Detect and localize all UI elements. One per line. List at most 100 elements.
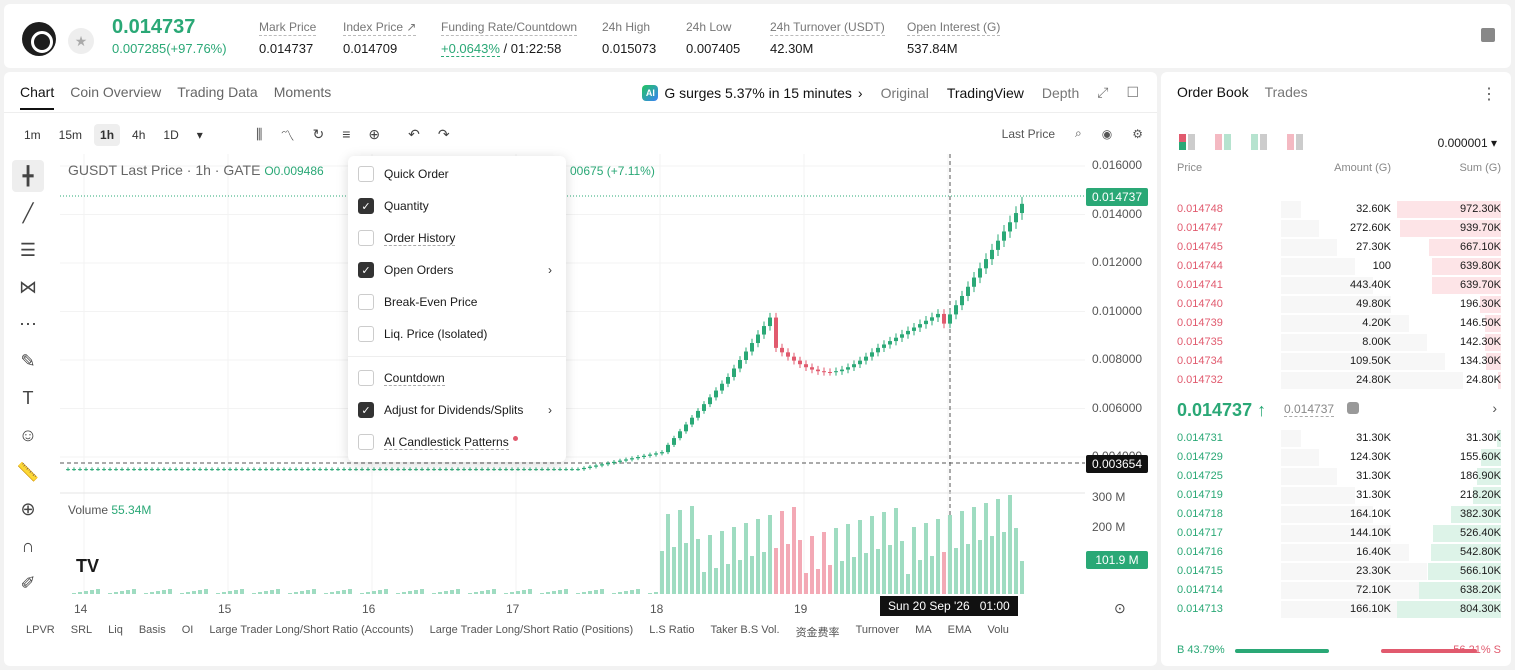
order-row[interactable]: 0.014715 23.30K 566.10K: [1161, 562, 1511, 581]
order-row[interactable]: 0.014732 24.80K 24.80K: [1161, 371, 1511, 390]
order-row[interactable]: 0.014713 166.10K 804.30K: [1161, 600, 1511, 619]
ai-news-link[interactable]: AI G surges 5.37% in 15 minutes ›: [642, 84, 863, 101]
view-tradingview[interactable]: TradingView: [946, 84, 1024, 101]
expand-icon[interactable]: ⤢: [1097, 84, 1109, 100]
order-row[interactable]: 0.014744 100 639.80K: [1161, 257, 1511, 276]
trendline-icon[interactable]: ╱: [22, 202, 34, 223]
refresh-icon[interactable]: ↻: [312, 126, 325, 142]
precision-select[interactable]: 0.000001 ▾: [1437, 136, 1497, 150]
chevron-right-icon[interactable]: ›: [1492, 400, 1497, 416]
menu-item[interactable]: ✓ Open Orders: [358, 260, 453, 280]
interval-1h[interactable]: 1h: [94, 124, 121, 146]
order-row[interactable]: 0.014717 144.10K 526.40K: [1161, 524, 1511, 543]
indicator-tab[interactable]: 资金费率: [795, 627, 840, 639]
indicator-tab[interactable]: L.S Ratio: [649, 624, 695, 636]
indicator-tab[interactable]: MA: [915, 624, 932, 636]
indicator-icon[interactable]: 〽: [280, 128, 295, 144]
menu-item[interactable]: ✓ Quantity: [358, 196, 429, 216]
tab-coin-overview[interactable]: Coin Overview: [70, 84, 162, 100]
order-row[interactable]: 0.014747 272.60K 939.70K: [1161, 219, 1511, 238]
interval-1d[interactable]: 1D: [163, 128, 179, 142]
ruler-icon[interactable]: 📏: [16, 461, 40, 482]
menu-item[interactable]: Order History: [358, 228, 456, 248]
order-row[interactable]: 0.014748 32.60K 972.30K: [1161, 200, 1511, 219]
book-icon[interactable]: [1481, 28, 1495, 42]
order-row[interactable]: 0.014741 443.40K 639.70K: [1161, 276, 1511, 295]
menu-item[interactable]: Liq. Price (Isolated): [358, 324, 487, 344]
undo-icon[interactable]: ↶: [408, 126, 420, 142]
menu-item[interactable]: Break-Even Price: [358, 292, 477, 312]
order-row[interactable]: 0.014739 4.20K 146.50K: [1161, 314, 1511, 333]
axis-settings-icon[interactable]: ⊙: [1114, 600, 1126, 616]
candlestick-plot[interactable]: [60, 154, 1085, 664]
window-icon[interactable]: ☐: [1126, 84, 1139, 100]
tab-moments[interactable]: Moments: [273, 84, 332, 100]
interval-15m[interactable]: 15m: [58, 128, 83, 142]
indicator-tab[interactable]: Large Trader Long/Short Ratio (Positions…: [429, 624, 634, 636]
crosshair-icon[interactable]: ╋: [12, 160, 44, 192]
pattern-icon[interactable]: ⋈: [19, 276, 37, 297]
tab-order-book[interactable]: Order Book: [1177, 84, 1249, 100]
view-depth[interactable]: Depth: [1041, 84, 1080, 101]
indicator-tab[interactable]: Taker B.S Vol.: [710, 624, 780, 636]
zoom-icon[interactable]: ⊕: [20, 498, 36, 519]
checkbox[interactable]: ✓: [358, 198, 374, 214]
checkbox[interactable]: [358, 434, 374, 450]
indicator-tab[interactable]: Liq: [108, 624, 123, 636]
menu-item[interactable]: Countdown: [358, 368, 445, 388]
template-icon[interactable]: ≡: [342, 126, 351, 142]
favorite-star-icon[interactable]: ★: [68, 28, 94, 54]
order-row[interactable]: 0.014735 8.00K 142.30K: [1161, 333, 1511, 352]
text-icon[interactable]: T: [22, 387, 34, 408]
checkbox[interactable]: [358, 230, 374, 246]
stat-index-price[interactable]: Index Price ↗ 0.014709: [343, 20, 417, 56]
order-row[interactable]: 0.014745 27.30K 667.10K: [1161, 238, 1511, 257]
indicator-tab[interactable]: SRL: [70, 624, 93, 636]
more-icon[interactable]: ⋮: [1481, 86, 1497, 103]
view-both2-icon[interactable]: [1215, 134, 1231, 150]
candle-type-icon[interactable]: ⫼: [256, 126, 263, 142]
order-row[interactable]: 0.014731 31.30K 31.30K: [1161, 429, 1511, 448]
interval-4h[interactable]: 4h: [132, 128, 146, 142]
interval-1m[interactable]: 1m: [24, 128, 41, 142]
indicator-tab[interactable]: Volu: [987, 624, 1009, 636]
checkbox[interactable]: [358, 370, 374, 386]
pencil-icon[interactable]: ✐: [20, 572, 36, 593]
fib-icon[interactable]: ⋯: [19, 313, 37, 334]
tab-trading-data[interactable]: Trading Data: [177, 84, 258, 100]
gear-icon[interactable]: ⚙: [1132, 126, 1143, 141]
camera-icon[interactable]: ◉: [1101, 126, 1113, 141]
indicator-tab[interactable]: Basis: [138, 624, 166, 636]
order-row[interactable]: 0.014725 31.30K 186.90K: [1161, 467, 1511, 486]
order-row[interactable]: 0.014714 72.10K 638.20K: [1161, 581, 1511, 600]
search-icon[interactable]: ⌕: [1075, 126, 1082, 140]
add-indicator-icon[interactable]: ⊕: [368, 126, 381, 142]
menu-item[interactable]: ✓ Adjust for Dividends/Splits: [358, 400, 523, 420]
funding-rate-value[interactable]: +0.0643%: [441, 41, 500, 57]
price-type-select[interactable]: Last Price: [1001, 126, 1056, 141]
redo-icon[interactable]: ↷: [437, 126, 450, 142]
checkbox[interactable]: [358, 166, 374, 182]
checkbox[interactable]: ✓: [358, 402, 374, 418]
view-both-icon[interactable]: [1179, 134, 1195, 150]
magnet-icon[interactable]: ∩: [21, 535, 35, 556]
menu-item[interactable]: AI Candlestick Patterns: [358, 432, 518, 452]
indicator-tab[interactable]: LPVR: [26, 624, 55, 636]
order-row[interactable]: 0.014729 124.30K 155.60K: [1161, 448, 1511, 467]
order-row[interactable]: 0.014740 49.80K 196.30K: [1161, 295, 1511, 314]
indicator-tab[interactable]: Turnover: [855, 624, 900, 636]
emoji-icon[interactable]: ☺: [18, 424, 38, 445]
indicator-tab[interactable]: EMA: [947, 624, 972, 636]
checkbox[interactable]: [358, 294, 374, 310]
view-bids-icon[interactable]: [1251, 134, 1267, 150]
chevron-down-icon[interactable]: ▾: [196, 128, 203, 142]
tab-trades[interactable]: Trades: [1264, 84, 1308, 100]
brush-icon[interactable]: ✎: [20, 350, 36, 371]
checkbox[interactable]: [358, 326, 374, 342]
parallel-lines-icon[interactable]: ☰: [19, 239, 37, 260]
tab-chart[interactable]: Chart: [20, 84, 55, 110]
order-row[interactable]: 0.014716 16.40K 542.80K: [1161, 543, 1511, 562]
order-row[interactable]: 0.014719 31.30K 218.20K: [1161, 486, 1511, 505]
order-row[interactable]: 0.014734 109.50K 134.30K: [1161, 352, 1511, 371]
view-original[interactable]: Original: [880, 84, 929, 101]
